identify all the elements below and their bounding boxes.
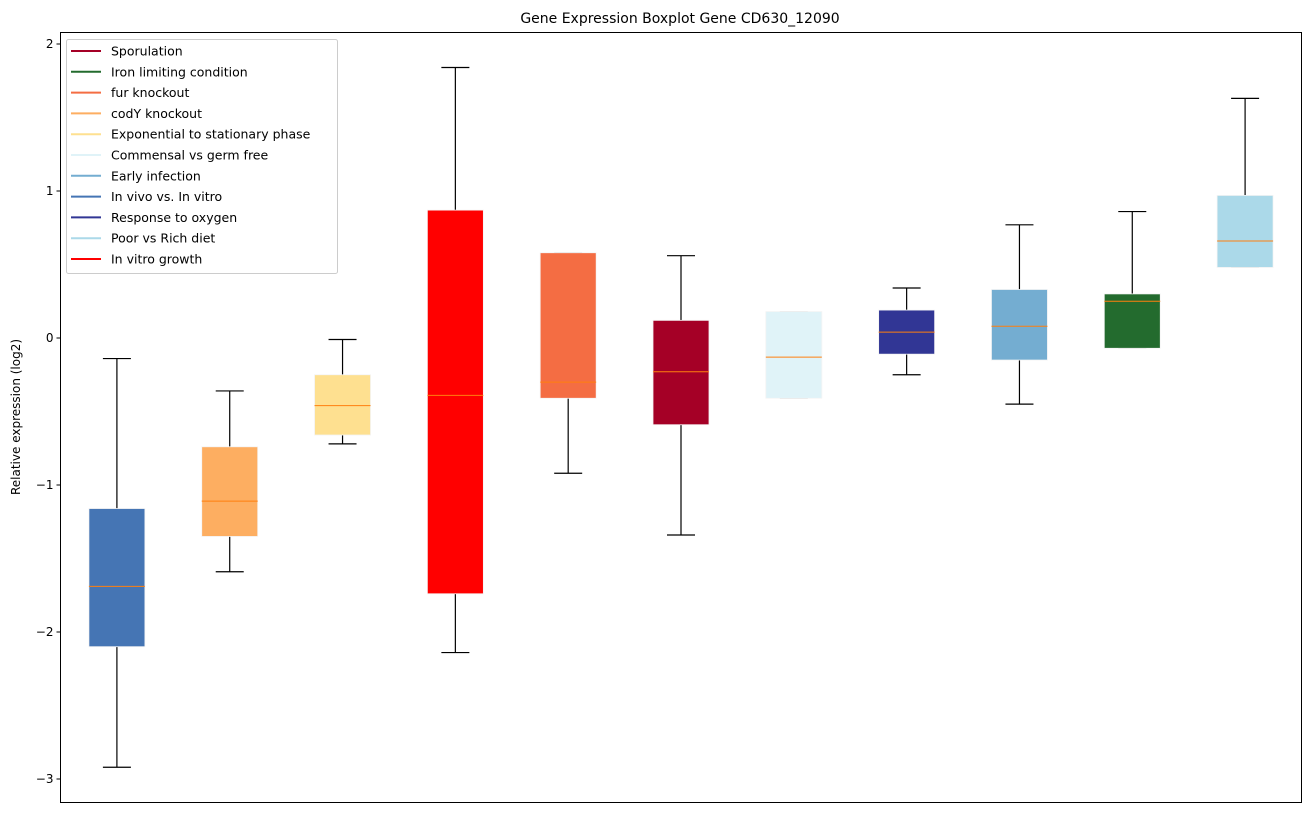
- legend-label: Poor vs Rich diet: [111, 231, 215, 246]
- y-tick-label: −2: [36, 625, 54, 639]
- y-axis-label: Relative expression (log2): [9, 339, 23, 495]
- iqr-box: [1103, 293, 1161, 349]
- legend-label: In vivo vs. In vitro: [111, 189, 222, 204]
- iqr-box: [539, 252, 597, 399]
- legend-label: Iron limiting condition: [111, 64, 248, 79]
- iqr-box: [201, 446, 259, 537]
- legend-item: Exponential to stationary phase: [71, 127, 311, 142]
- iqr-box: [765, 311, 823, 399]
- y-tick-label: 2: [46, 37, 54, 51]
- chart-title: Gene Expression Boxplot Gene CD630_12090: [520, 11, 839, 27]
- box-iron-limiting-condition: [1103, 210, 1161, 349]
- box-exponential-to-stationary-phase: [314, 338, 371, 445]
- box-in-vitro-growth: [426, 66, 484, 654]
- legend-item: Sporulation: [71, 44, 183, 59]
- legend: Sporulation Iron limiting condition fur kn…: [66, 39, 338, 274]
- legend-label: Early infection: [111, 168, 201, 183]
- iqr-box: [426, 209, 484, 595]
- legend-item: Early infection: [71, 168, 201, 183]
- legend-item: In vitro growth: [71, 252, 202, 267]
- legend-label: fur knockout: [111, 85, 189, 100]
- box-in-vivo-vs-in-vitro: [88, 357, 146, 768]
- legend-item: Iron limiting condition: [71, 64, 248, 79]
- legend-item: codY knockout: [71, 106, 202, 121]
- iqr-box: [991, 289, 1048, 361]
- legend-item: In vivo vs. In vitro: [71, 189, 222, 204]
- iqr-box: [88, 508, 146, 648]
- y-tick-label: 1: [46, 184, 54, 198]
- legend-label: codY knockout: [111, 106, 202, 121]
- box-cody-knockout: [201, 390, 259, 573]
- legend-label: Commensal vs germ free: [111, 148, 268, 163]
- y-tick-label: −1: [36, 478, 54, 492]
- legend-label: Response to oxygen: [111, 210, 237, 225]
- plot-frame: [60, 32, 1302, 803]
- box-poor-vs-rich-diet: [1216, 97, 1274, 269]
- box-sporulation: [652, 255, 710, 536]
- legend-label: In vitro growth: [111, 252, 202, 267]
- legend-item: Poor vs Rich diet: [71, 231, 215, 246]
- legend-item: fur knockout: [71, 85, 189, 100]
- legend-item: Response to oxygen: [71, 210, 237, 225]
- legend-frame: [66, 39, 338, 274]
- legend-label: Exponential to stationary phase: [111, 127, 311, 142]
- legend-item: Commensal vs germ free: [71, 148, 268, 163]
- iqr-box: [1216, 195, 1274, 268]
- y-tick-label: 0: [46, 331, 54, 345]
- boxes: [88, 66, 1274, 768]
- iqr-box: [314, 374, 371, 436]
- box-early-infection: [991, 224, 1048, 405]
- y-tick-label: −3: [36, 772, 54, 786]
- legend-label: Sporulation: [111, 44, 183, 59]
- y-axis-ticks: 2 1 0 −1 −2 −3: [36, 37, 61, 786]
- box-fur-knockout: [539, 252, 597, 474]
- box-response-to-oxygen: [878, 287, 936, 376]
- iqr-box: [652, 319, 710, 426]
- box-commensal-vs-germ-free: [765, 310, 823, 399]
